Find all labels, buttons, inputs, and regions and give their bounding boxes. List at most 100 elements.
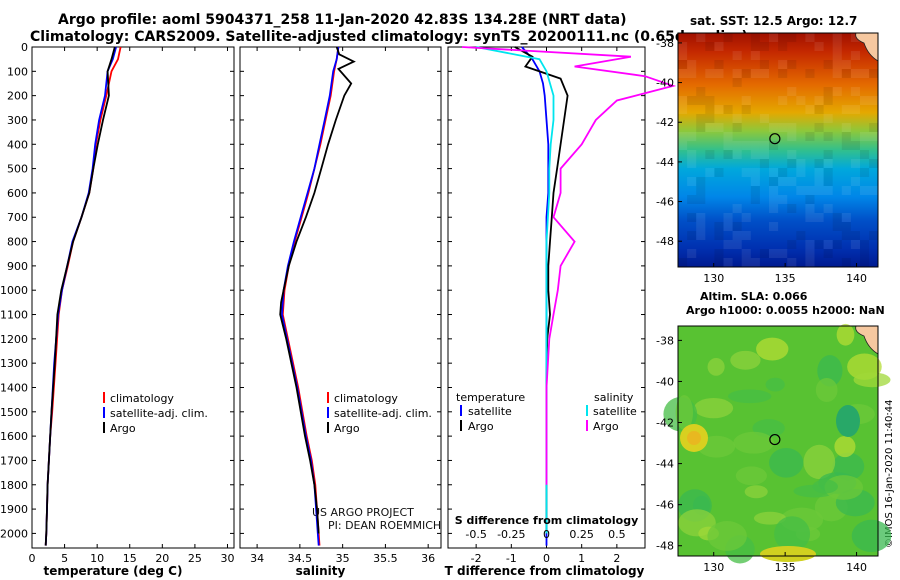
sla-blob: [707, 358, 725, 376]
sst-pixel: [750, 42, 760, 51]
sst-pixel: [741, 258, 751, 267]
sst-pixel: [823, 177, 833, 186]
y-tick-label: 600: [7, 187, 28, 200]
y-tick-label: 1700: [0, 454, 28, 467]
sla-blob: [774, 516, 811, 552]
sst-pixel: [723, 33, 733, 42]
sst-pixel: [850, 141, 860, 150]
sla-blob: [769, 447, 804, 478]
sst-pixel: [714, 69, 724, 78]
sst-pixel: [678, 69, 688, 78]
sst-pixel: [696, 87, 706, 96]
sst-pixel: [778, 60, 788, 69]
sst-pixel: [796, 168, 806, 177]
sst-pixel: [769, 177, 779, 186]
sst-pixel: [714, 249, 724, 258]
sst-pixel: [750, 51, 760, 60]
sst-pixel: [823, 168, 833, 177]
series-line-climatology: [44, 46, 122, 546]
series-line-salinity-satellite: [475, 46, 555, 534]
y-tick-label: 1900: [0, 503, 28, 516]
y-tick-label: 2000: [0, 527, 28, 540]
sla-map-subtitle: Argo h1000: 0.0055 h2000: NaN: [686, 304, 885, 317]
sst-pixel: [769, 141, 779, 150]
y-tick-label: 100: [7, 65, 28, 78]
plot-frame: [31, 46, 235, 549]
secondary-x-tick-label: -0.25: [497, 528, 525, 541]
sst-pixel: [869, 186, 879, 195]
land-coastline: [855, 32, 879, 62]
sla-blob: [765, 377, 785, 392]
sst-pixel: [678, 51, 688, 60]
secondary-x-tick-label: -0.5: [465, 528, 486, 541]
sst-pixel: [687, 213, 697, 222]
sst-pixel: [814, 177, 824, 186]
sst-map-title: sat. SST: 12.5 Argo: 12.7: [690, 14, 858, 28]
series-line-salinity-argo: [462, 46, 677, 485]
sst-pixel: [805, 213, 815, 222]
sst-pixel: [741, 141, 751, 150]
sst-pixel: [723, 222, 733, 231]
sst-pixel: [678, 258, 688, 267]
sst-pixel: [814, 213, 824, 222]
x-axis-label: salinity: [296, 564, 346, 578]
series-line-satellite-adj-clim-: [44, 46, 117, 546]
sst-pixel: [841, 132, 851, 141]
map-frame: [677, 32, 879, 268]
sst-pixel: [741, 213, 751, 222]
sst-pixel: [841, 213, 851, 222]
sst-pixel: [823, 96, 833, 105]
legend-label: satellite: [593, 405, 637, 418]
sst-pixel: [687, 96, 697, 105]
x-tick-label: 15: [123, 552, 137, 565]
sst-pixel: [741, 96, 751, 105]
map-x-tick-label: 140: [846, 272, 867, 285]
sst-pixel: [714, 168, 724, 177]
sst-pixel: [687, 132, 697, 141]
sst-pixel: [732, 51, 742, 60]
sst-pixel: [850, 105, 860, 114]
argo-location-marker: [769, 433, 781, 446]
sst-pixel: [823, 132, 833, 141]
sla-map-title: Altim. SLA: 0.066: [700, 290, 808, 303]
sst-pixel: [805, 258, 815, 267]
sst-pixel: [860, 240, 870, 249]
sst-pixel: [823, 159, 833, 168]
y-tick-label: 500: [7, 163, 28, 176]
x-axis-label: T difference from climatology: [445, 564, 645, 578]
sst-pixel: [805, 69, 815, 78]
legend-label: Argo: [593, 420, 619, 433]
sst-pixel: [687, 69, 697, 78]
y-tick-label: 1500: [0, 406, 28, 419]
sst-pixel: [732, 123, 742, 132]
sst-pixel: [860, 186, 870, 195]
x-tick-label: 2: [613, 552, 620, 565]
sst-pixel: [750, 258, 760, 267]
sst-pixel: [732, 204, 742, 213]
legend-title-temperature: temperature: [456, 391, 525, 404]
map-x-tick-label: 130: [703, 561, 724, 574]
sst-pixel: [696, 222, 706, 231]
sst-pixel: [741, 249, 751, 258]
sla-blob: [824, 475, 864, 500]
map-y-tick-label: -46: [656, 499, 674, 512]
sst-pixel: [860, 258, 870, 267]
argo-location-marker: [769, 133, 781, 145]
sst-pixel: [778, 168, 788, 177]
sst-pixel: [787, 150, 797, 159]
sst-pixel: [823, 60, 833, 69]
sst-pixel: [860, 69, 870, 78]
sst-pixel: [832, 222, 842, 231]
sla-blob: [687, 431, 701, 445]
sst-pixel: [814, 240, 824, 249]
sst-pixel: [787, 258, 797, 267]
x-tick-label: 1: [578, 552, 585, 565]
sst-pixel: [769, 249, 779, 258]
chart-title-line2: Climatology: CARS2009. Satellite-adjuste…: [30, 29, 748, 45]
x-tick-label: -1: [506, 552, 517, 565]
sla-blob: [694, 398, 734, 419]
y-tick-label: 1100: [0, 309, 28, 322]
y-tick-label: 1400: [0, 381, 28, 394]
map-sst: 130 135 140 -38 -40 -42 -44 -46 -48: [656, 32, 879, 285]
